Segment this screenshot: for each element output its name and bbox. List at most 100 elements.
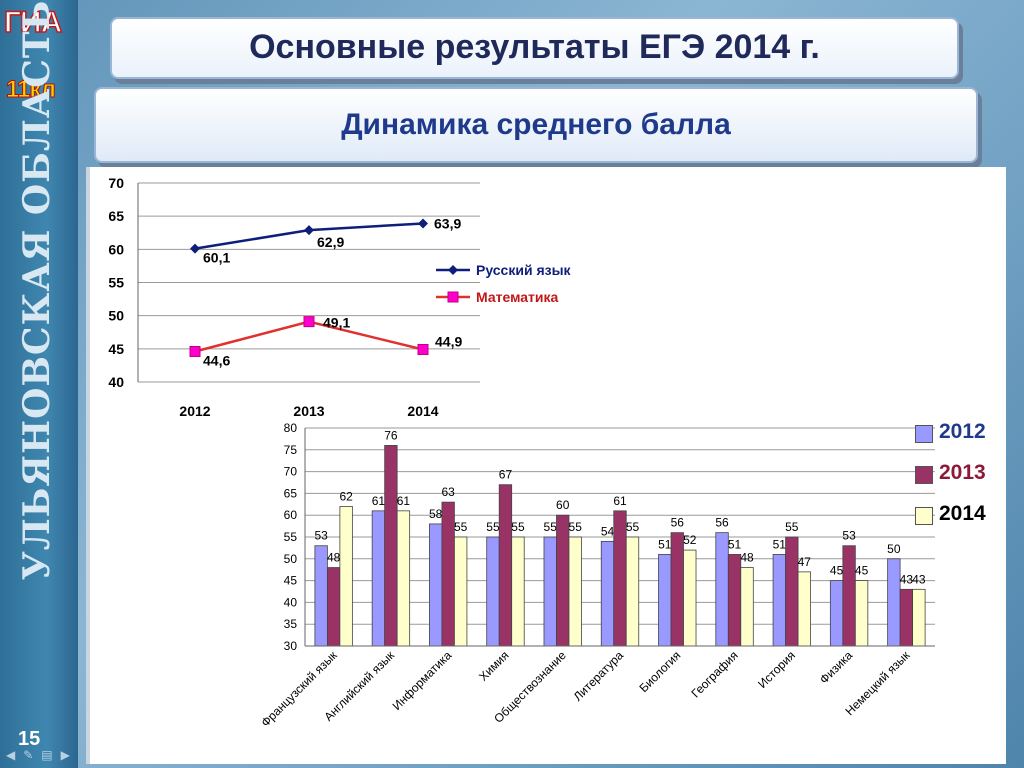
- bar-2012: [429, 523, 443, 647]
- bar-data-label: 48: [327, 551, 341, 565]
- logo-text-top: ГИА: [3, 5, 63, 40]
- bar-y-tick-label: 75: [284, 443, 298, 457]
- bar-2014: [454, 536, 468, 647]
- bar-data-label: 63: [442, 485, 456, 499]
- bar-data-label: 51: [728, 537, 742, 551]
- bar-data-label: 61: [397, 494, 411, 508]
- bar-legend-swatch: [915, 425, 933, 443]
- bar-data-label: 47: [798, 555, 812, 569]
- bar-y-tick-label: 80: [284, 421, 298, 435]
- slide-nav-icons[interactable]: ◀✎▤▶: [6, 748, 78, 762]
- bar-data-label: 55: [511, 520, 525, 534]
- slide-number: 15: [18, 728, 41, 750]
- line-legend-label: Математика: [476, 289, 559, 305]
- slide-title: Основные результаты ЕГЭ 2014 г.: [110, 17, 959, 79]
- bar-x-tick-label: Физика: [817, 648, 856, 687]
- line-x-tick-label: 2014: [407, 403, 438, 419]
- bar-x-tick-label: Информатика: [390, 648, 455, 713]
- line-point-russian: [418, 218, 428, 229]
- bar-legend-swatch: [915, 507, 933, 525]
- bar-2012: [486, 536, 500, 647]
- bar-x-tick-label: Химия: [476, 648, 511, 683]
- line-data-label: 44,9: [435, 333, 462, 349]
- bar-2012: [658, 554, 672, 647]
- bar-2012: [600, 540, 615, 647]
- bar-data-label: 45: [855, 564, 869, 578]
- bar-data-label: 43: [900, 572, 914, 586]
- bar-data-label: 67: [499, 468, 513, 482]
- bar-y-tick-label: 45: [284, 574, 298, 588]
- bar-2012: [772, 554, 786, 647]
- bar-legend-swatch: [915, 466, 933, 484]
- line-legend-label: Русский язык: [476, 262, 572, 278]
- bar-legend-label: 2013: [939, 461, 986, 484]
- logo-text-bottom: 11кл: [6, 76, 57, 104]
- bar-data-label: 58: [429, 507, 443, 521]
- bar-x-tick-label: История: [755, 648, 798, 691]
- bar-2014: [854, 580, 869, 647]
- bar-2014: [396, 510, 411, 647]
- bar-data-label: 51: [773, 537, 787, 551]
- bar-legend-label: 2014: [939, 502, 986, 525]
- bar-y-tick-label: 55: [284, 530, 298, 544]
- bar-data-label: 76: [384, 428, 398, 442]
- bar-2012: [829, 580, 844, 647]
- bar-data-label: 55: [626, 520, 640, 534]
- chart-panel: [90, 167, 1006, 764]
- bar-data-label: 45: [830, 564, 844, 578]
- bar-2012: [543, 536, 557, 647]
- bar-data-label: 62: [339, 489, 353, 503]
- line-data-label: 60,1: [203, 250, 230, 266]
- bar-y-tick-label: 35: [284, 617, 298, 631]
- bar-2013: [899, 588, 914, 647]
- bar-data-label: 51: [658, 537, 672, 551]
- region-vertical-label: УЛЬЯНОВСКАЯ ОБЛАСТЬ: [16, 0, 58, 581]
- bar-data-label: 55: [569, 520, 583, 534]
- bar-2013: [842, 545, 856, 647]
- line-data-label: 62,9: [317, 234, 344, 250]
- bar-data-label: 54: [601, 524, 615, 538]
- bar-data-label: 55: [454, 520, 468, 534]
- bar-legend-label: 2012: [939, 420, 986, 443]
- bar-2012: [314, 545, 328, 647]
- line-y-tick-label: 40: [108, 374, 124, 390]
- bar-2013: [326, 567, 341, 647]
- bar-data-label: 43: [912, 572, 926, 586]
- bar-y-tick-label: 30: [284, 639, 298, 653]
- slide-subtitle: Динамика среднего балла: [94, 87, 978, 163]
- bar-2014: [511, 536, 525, 647]
- bar-2014: [797, 571, 811, 647]
- bar-data-label: 53: [314, 529, 328, 543]
- bar-x-tick-label: Литература: [571, 648, 627, 704]
- gia-logo: ГИА 11кл: [3, 5, 74, 104]
- bar-data-label: 56: [715, 516, 729, 530]
- bar-2014: [740, 567, 754, 647]
- line-data-label: 44,6: [203, 352, 230, 368]
- line-y-tick-label: 55: [108, 275, 124, 291]
- bar-2014: [912, 588, 926, 647]
- line-data-label: 63,9: [434, 215, 461, 231]
- bar-y-tick-label: 40: [284, 595, 298, 609]
- line-y-tick-label: 45: [108, 341, 124, 357]
- line-y-tick-label: 50: [108, 308, 124, 324]
- bar-2012: [371, 510, 386, 647]
- bar-2013: [556, 514, 570, 647]
- bar-2013: [727, 554, 742, 647]
- bar-2014: [568, 536, 582, 647]
- bar-y-tick-label: 50: [284, 552, 298, 566]
- bar-data-label: 55: [785, 520, 799, 534]
- line-y-tick-label: 70: [108, 175, 124, 191]
- bar-y-tick-label: 60: [284, 508, 298, 522]
- bar-2013: [785, 536, 799, 647]
- bar-data-label: 55: [544, 520, 558, 534]
- line-point-russian: [190, 243, 200, 254]
- bar-2014: [625, 536, 640, 647]
- line-chart: 40 45 50 55 60 65 70 2012 2013 2014 60,1 62,9 63,9 44…: [108, 175, 572, 419]
- line-point-russian: [304, 225, 314, 236]
- bar-data-label: 52: [683, 533, 697, 547]
- line-legend-marker: [447, 291, 459, 303]
- bar-chart: 3035404550556065707580534862Французский …: [258, 421, 935, 730]
- bar-y-tick-label: 70: [284, 465, 298, 479]
- line-point-math: [189, 345, 201, 357]
- line-x-tick-label: 2013: [293, 403, 324, 419]
